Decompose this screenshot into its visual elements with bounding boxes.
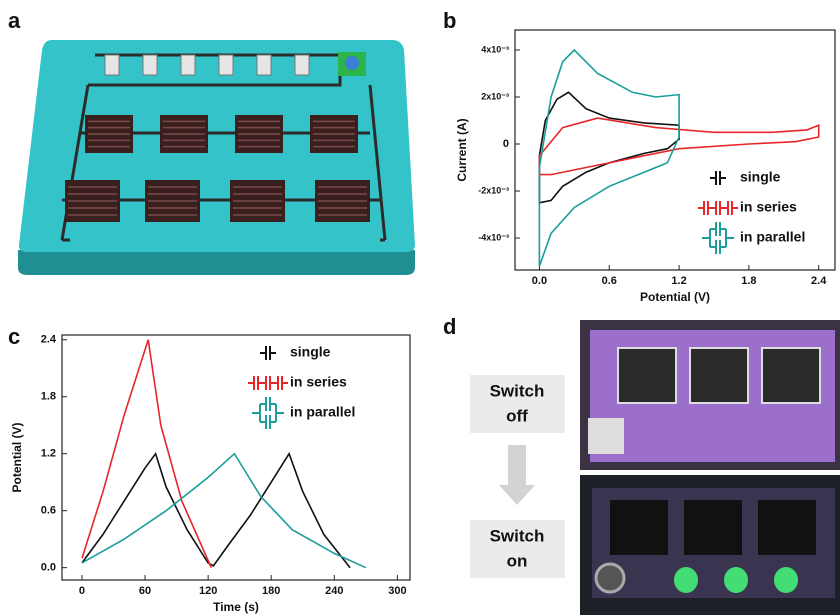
y-tick-label: 4x10⁻³ [481,44,509,54]
photo-electrode [690,348,748,403]
x-tick-label: 60 [139,585,151,597]
switch-state-label: Switch [490,381,545,400]
led [257,55,271,75]
legend-label: in series [740,199,797,215]
photo-switch [596,564,624,592]
panel-label: c [8,324,20,349]
y-tick-label: 0.0 [41,562,56,574]
photo-electrode [684,500,742,555]
y-tick-label: 0.6 [41,505,56,517]
led [219,55,233,75]
legend-label: in parallel [740,229,805,245]
figure: a b c d Switch off Switch on 0.0 0.6 1.2 1.8 2.4 4x10… [0,0,840,615]
y-tick-label: 1.2 [41,448,56,460]
legend-label: in parallel [290,404,355,420]
y-tick-label: 2.4 [41,334,57,346]
board-side [18,250,415,275]
legend-label: in series [290,374,347,390]
legend-symbol [252,404,284,422]
arrow [499,445,535,505]
led [105,55,119,75]
y-tick-label: -2x10⁻³ [478,185,509,195]
led-glow [774,567,798,593]
switch-button [345,56,359,70]
switch-state-label: on [507,551,528,570]
x-tick-label: 300 [388,585,406,597]
photo-switch [588,418,624,454]
panel-label: b [443,8,456,33]
led [181,55,195,75]
series-line [539,50,679,266]
series-line [82,340,211,568]
x-tick-label: 0.0 [532,275,547,287]
photo-electrode [618,348,676,403]
x-tick-label: 0 [79,585,85,597]
photo-electrode [758,500,816,555]
led [143,55,157,75]
led-glow [674,567,698,593]
y-tick-label: 2x10⁻³ [481,91,509,101]
x-tick-label: 240 [325,585,343,597]
led-glow [724,567,748,593]
switch-state-label: Switch [490,526,545,545]
panel-label: d [443,314,456,339]
led [295,55,309,75]
y-axis-title: Current (A) [455,118,469,181]
photo-electrode [610,500,668,555]
photo-electrode [762,348,820,403]
x-tick-label: 1.8 [741,275,756,287]
x-axis-title: Time (s) [213,600,259,614]
y-axis-title: Potential (V) [10,422,24,492]
x-tick-label: 0.6 [602,275,617,287]
y-tick-label: -4x10⁻³ [478,232,509,242]
x-tick-label: 120 [199,585,217,597]
y-tick-label: 1.8 [41,391,56,403]
x-tick-label: 180 [262,585,280,597]
legend-symbol [702,229,734,247]
y-tick-label: 0 [503,138,509,150]
panel-label: a [8,8,21,33]
switch-state-label: off [506,406,528,425]
x-axis-title: Potential (V) [640,290,710,304]
x-tick-label: 2.4 [811,275,827,287]
x-tick-label: 1.2 [671,275,686,287]
legend-label: single [740,169,781,185]
legend-label: single [290,344,331,360]
